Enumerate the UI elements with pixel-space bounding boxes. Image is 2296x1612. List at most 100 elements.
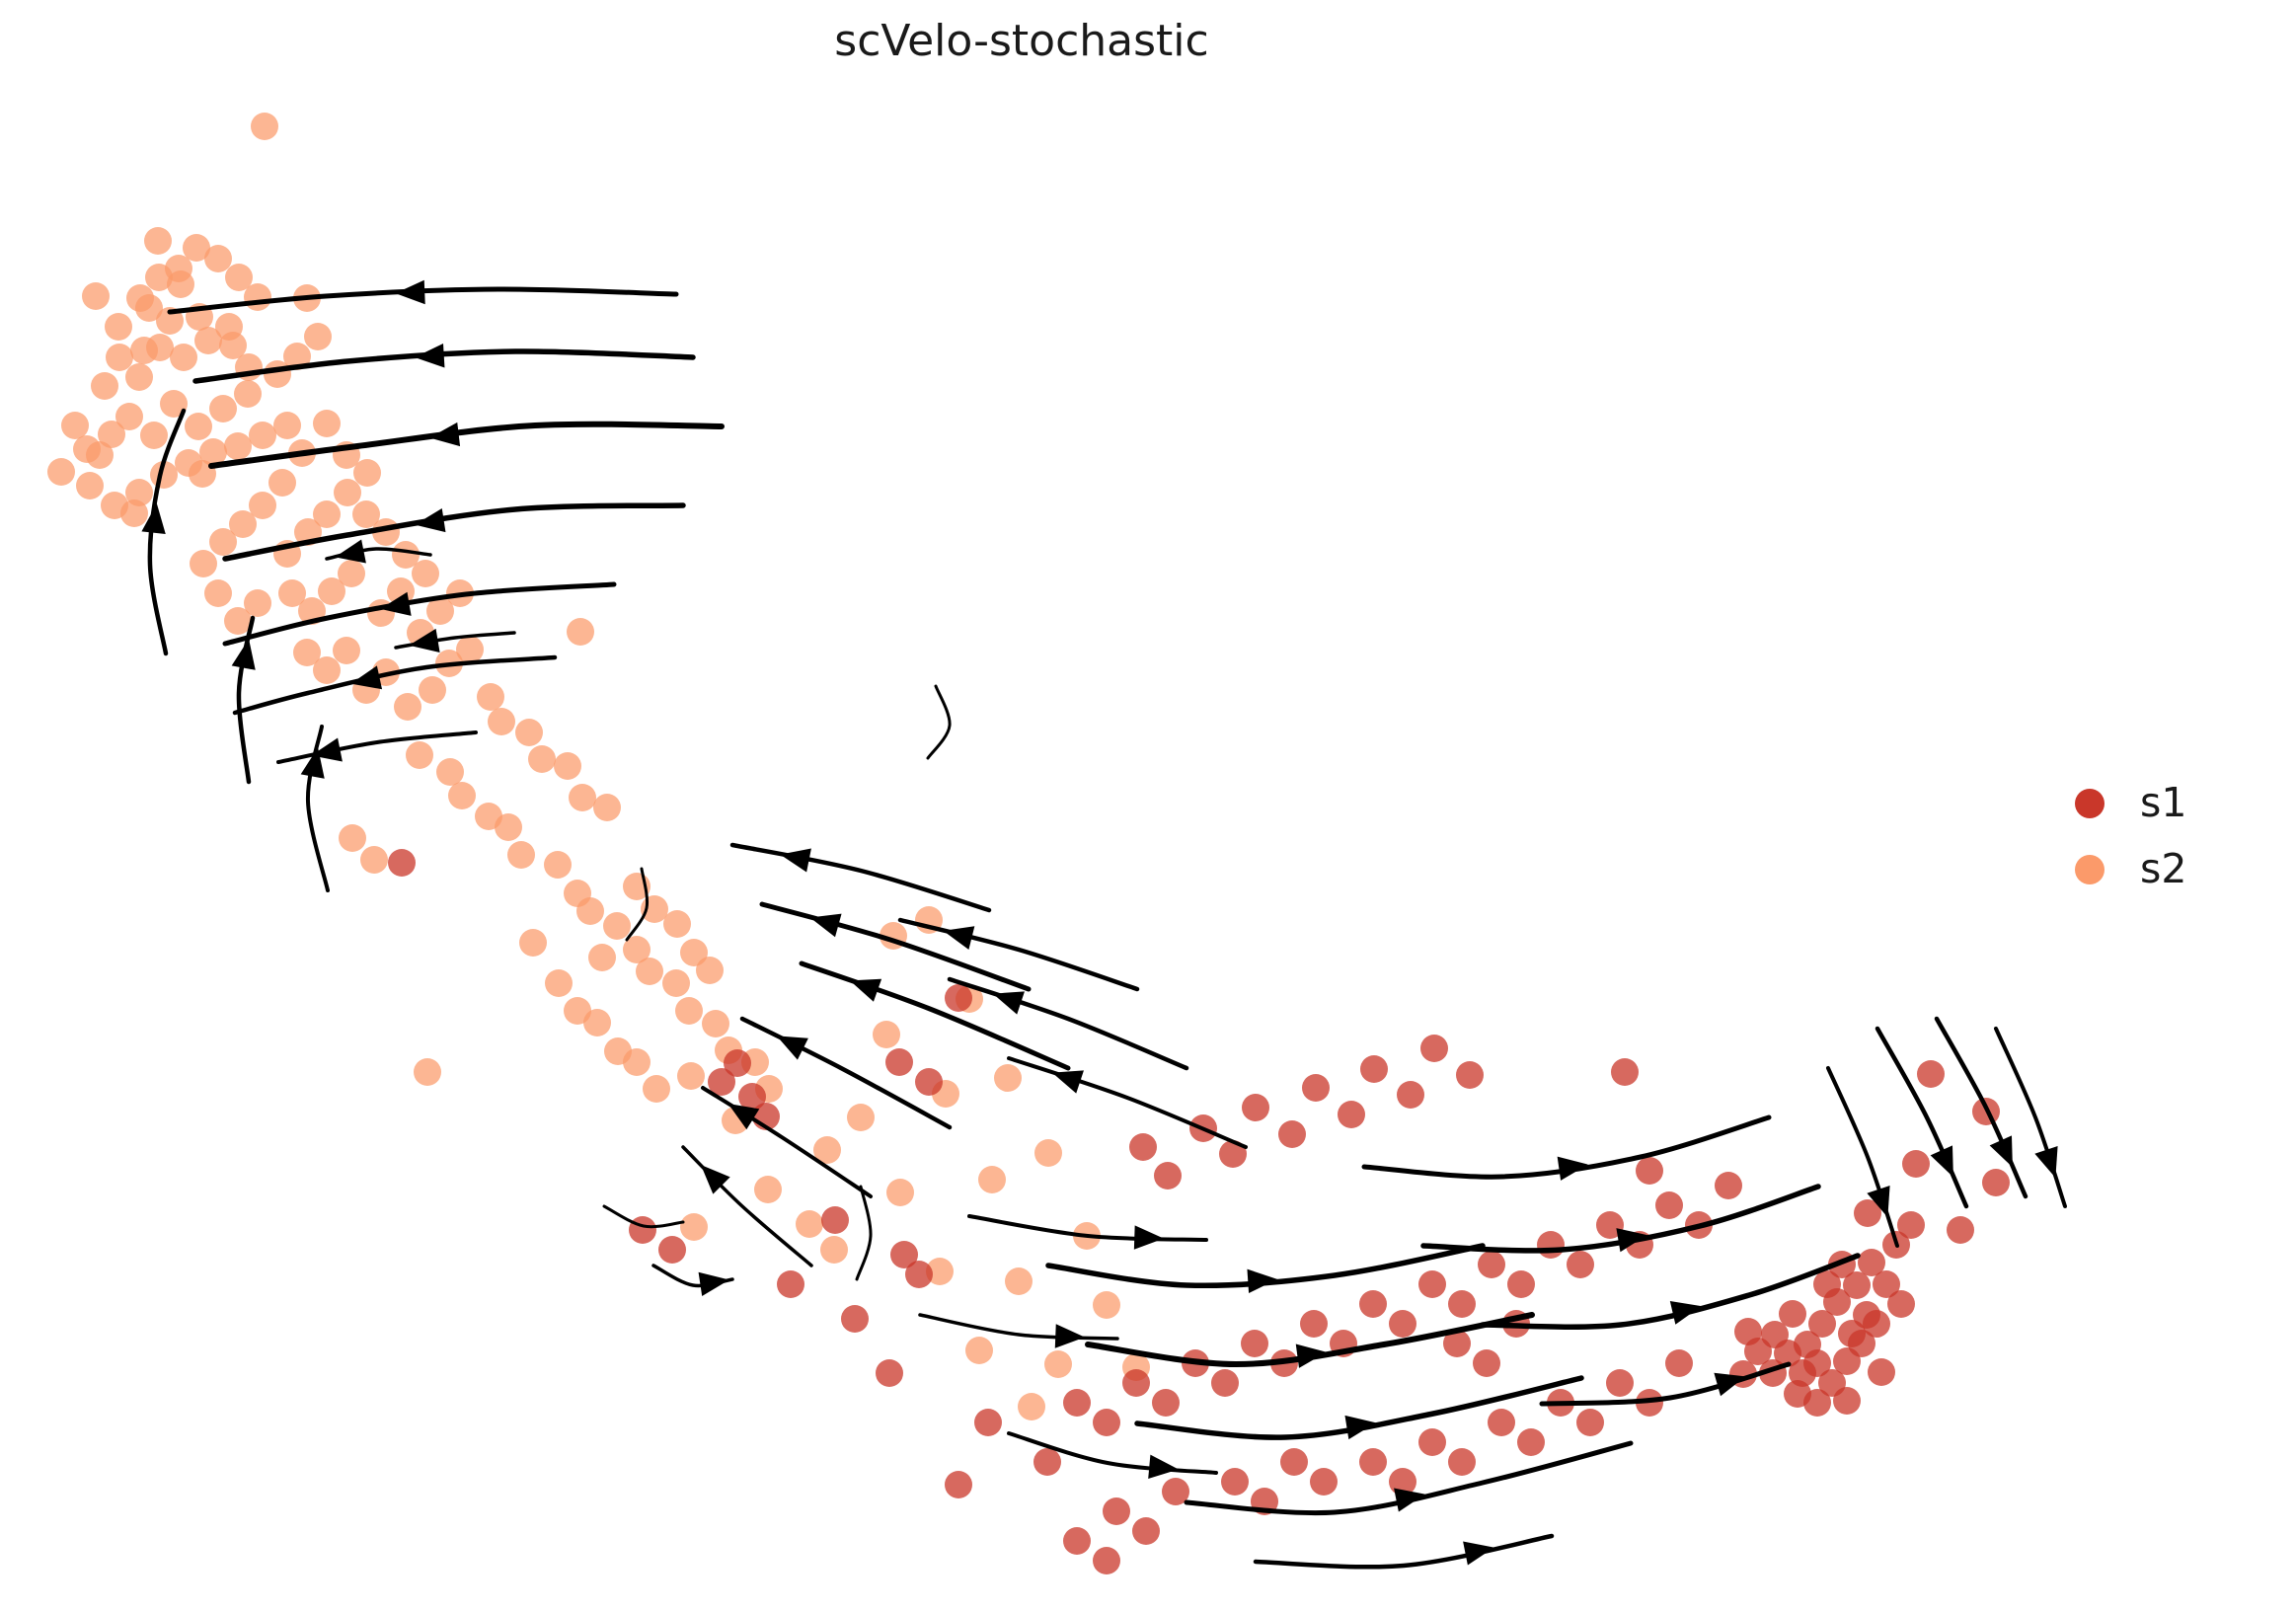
- streamline-arrowhead-icon: [415, 507, 446, 533]
- data-point-s1: [1418, 1270, 1446, 1298]
- data-point-s1: [1300, 1310, 1328, 1338]
- streamline: [1539, 1361, 1792, 1407]
- data-point-s1: [1280, 1448, 1308, 1476]
- data-point-s2: [82, 282, 110, 310]
- data-point-s2: [576, 897, 604, 925]
- data-point-s2: [412, 560, 439, 587]
- data-point-s2: [199, 438, 227, 466]
- data-point-s1: [1418, 1428, 1446, 1456]
- data-point-s1: [1517, 1428, 1545, 1456]
- data-point-s2: [105, 313, 132, 341]
- data-point-s1: [974, 1409, 1002, 1436]
- data-point-s1: [1338, 1101, 1365, 1128]
- data-point-s2: [125, 479, 153, 506]
- data-point-s1: [1478, 1251, 1505, 1278]
- data-point-s2: [965, 1337, 993, 1364]
- streamline: [236, 615, 256, 785]
- data-point-s2: [76, 472, 104, 499]
- data-point-s1: [1636, 1389, 1663, 1417]
- legend-item-s2: s2: [2075, 849, 2186, 889]
- streamline: [625, 867, 650, 942]
- data-point-s2: [190, 550, 217, 577]
- streamline-arrowhead-icon: [141, 503, 166, 535]
- data-point-s2: [847, 1104, 875, 1131]
- data-point-s2: [1093, 1291, 1120, 1319]
- data-point-s1: [1655, 1191, 1683, 1219]
- streamline-arrowhead-icon: [849, 978, 882, 1002]
- data-point-s2: [392, 541, 420, 569]
- data-point-s1: [885, 1048, 913, 1076]
- data-point-s2: [194, 327, 222, 354]
- streamline-arrowhead-icon: [992, 991, 1025, 1015]
- data-point-s2: [293, 639, 321, 666]
- legend-label-s1: s1: [2140, 779, 2187, 826]
- streamline-arrowhead-icon: [415, 344, 445, 368]
- streamline: [602, 1204, 685, 1229]
- streamline-arrowhead-icon: [380, 591, 412, 616]
- data-point-s2: [209, 395, 237, 422]
- data-point-s1: [724, 1049, 751, 1077]
- data-point-s2: [675, 997, 703, 1025]
- data-point-s2: [554, 752, 581, 780]
- data-point-s2: [1018, 1393, 1045, 1420]
- data-point-s1: [1310, 1468, 1338, 1496]
- data-point-s1: [1219, 1140, 1247, 1168]
- data-point-s2: [680, 1213, 708, 1241]
- streamline-arrowhead-icon: [780, 848, 811, 873]
- streamline-arrowhead-icon: [698, 1271, 729, 1296]
- data-point-s2: [569, 784, 596, 811]
- data-point-s1: [1302, 1074, 1330, 1102]
- data-point-s2: [229, 510, 257, 538]
- data-point-s2: [224, 607, 252, 635]
- data-point-s1: [1917, 1060, 1945, 1088]
- data-point-s1: [1596, 1211, 1624, 1239]
- data-point-s1: [1443, 1330, 1471, 1357]
- data-point-s1: [1982, 1169, 2010, 1196]
- data-point-s2: [120, 499, 148, 527]
- legend-marker-s1-icon: [2075, 788, 2105, 818]
- data-point-s1: [1863, 1310, 1890, 1338]
- data-point-s1: [1154, 1162, 1182, 1190]
- series-s2: [47, 113, 1150, 1420]
- data-point-s2: [1044, 1350, 1072, 1378]
- data-point-s1: [821, 1206, 849, 1234]
- streamline-arrowhead-icon: [1344, 1415, 1376, 1440]
- data-point-s2: [224, 432, 252, 460]
- streamline-arrowhead-icon: [1051, 1070, 1084, 1094]
- data-point-s2: [278, 579, 306, 607]
- data-point-s2: [696, 957, 724, 984]
- data-point-s1: [738, 1083, 766, 1111]
- data-point-s2: [544, 851, 572, 879]
- data-point-s1: [1873, 1270, 1900, 1298]
- data-point-s1: [1211, 1369, 1239, 1397]
- data-point-s2: [436, 758, 464, 786]
- data-point-s2: [244, 589, 271, 617]
- streamline: [739, 1016, 953, 1130]
- data-point-s2: [126, 284, 154, 312]
- data-point-s1: [1093, 1547, 1120, 1574]
- data-point-s2: [125, 363, 153, 391]
- data-point-s1: [1808, 1310, 1836, 1338]
- data-point-s1: [1129, 1133, 1157, 1161]
- streamline: [1875, 1026, 1969, 1209]
- streamline: [855, 1185, 873, 1281]
- streamline: [276, 730, 478, 764]
- series-s1: [388, 849, 2010, 1574]
- data-point-s2: [641, 895, 668, 923]
- streamline-arrowhead-icon: [1989, 1135, 2013, 1168]
- data-point-s1: [1278, 1120, 1306, 1148]
- streamline: [967, 1214, 1208, 1242]
- data-point-s1: [388, 849, 416, 877]
- legend: s1 s2: [2075, 783, 2186, 889]
- data-point-s2: [170, 344, 197, 371]
- data-point-s1: [1902, 1150, 1930, 1178]
- data-point-s2: [886, 1179, 914, 1206]
- data-point-s2: [702, 1010, 729, 1037]
- data-point-s2: [623, 936, 651, 963]
- data-point-s2: [754, 1176, 782, 1203]
- data-point-s2: [145, 264, 173, 291]
- data-point-s1: [1636, 1157, 1663, 1185]
- streamline-arrowhead-icon: [1616, 1228, 1647, 1253]
- data-point-s1: [1611, 1058, 1639, 1086]
